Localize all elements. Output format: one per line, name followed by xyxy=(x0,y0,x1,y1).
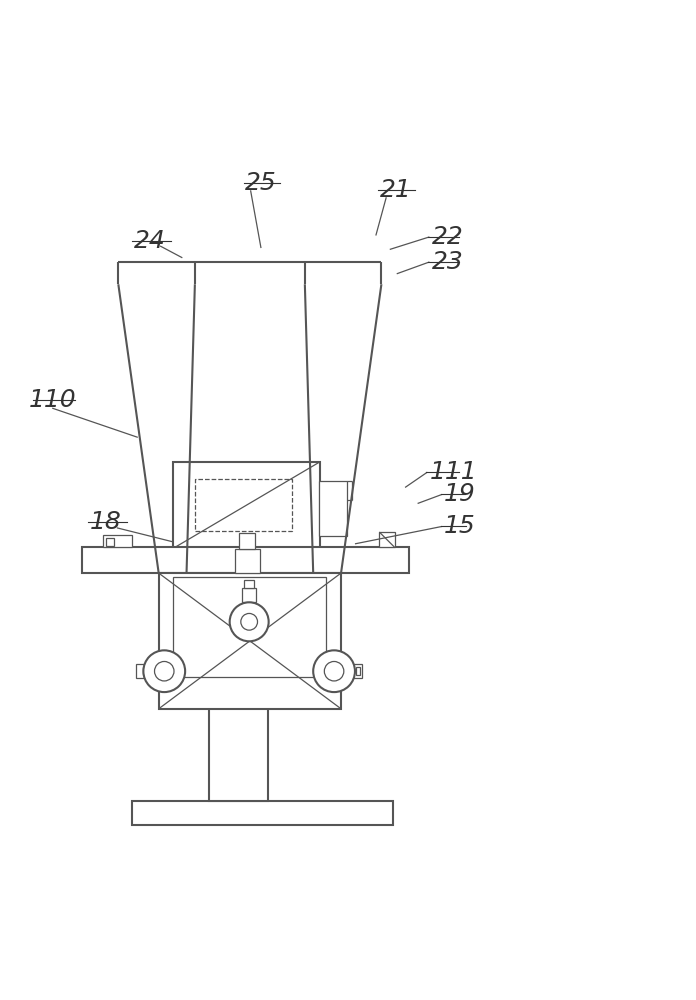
Circle shape xyxy=(230,602,269,641)
Bar xyxy=(195,479,292,531)
Bar xyxy=(143,667,148,675)
Bar xyxy=(106,538,114,546)
Bar xyxy=(242,588,256,602)
Circle shape xyxy=(241,613,258,630)
Bar xyxy=(319,481,347,536)
Bar xyxy=(136,664,145,678)
Bar xyxy=(379,532,395,547)
Circle shape xyxy=(324,661,344,681)
Text: 25: 25 xyxy=(245,171,277,195)
Bar xyxy=(356,667,360,675)
Text: 24: 24 xyxy=(134,229,166,253)
Text: 15: 15 xyxy=(444,514,476,538)
Bar xyxy=(235,549,260,573)
Text: 110: 110 xyxy=(29,388,76,412)
Text: 111: 111 xyxy=(429,460,477,484)
Circle shape xyxy=(143,650,185,692)
Circle shape xyxy=(313,650,355,692)
Bar xyxy=(173,462,320,549)
Bar xyxy=(132,801,393,825)
Bar xyxy=(353,664,362,678)
Bar xyxy=(209,549,268,801)
Text: 19: 19 xyxy=(444,482,476,506)
Bar xyxy=(173,577,326,677)
Bar xyxy=(239,533,255,549)
Bar xyxy=(103,535,132,547)
Text: 18: 18 xyxy=(90,510,122,534)
Bar xyxy=(159,573,341,709)
Text: 21: 21 xyxy=(379,178,411,202)
Bar xyxy=(244,580,254,588)
Text: 22: 22 xyxy=(432,225,464,249)
Circle shape xyxy=(155,661,174,681)
Bar xyxy=(82,547,409,573)
Text: 23: 23 xyxy=(432,250,464,274)
